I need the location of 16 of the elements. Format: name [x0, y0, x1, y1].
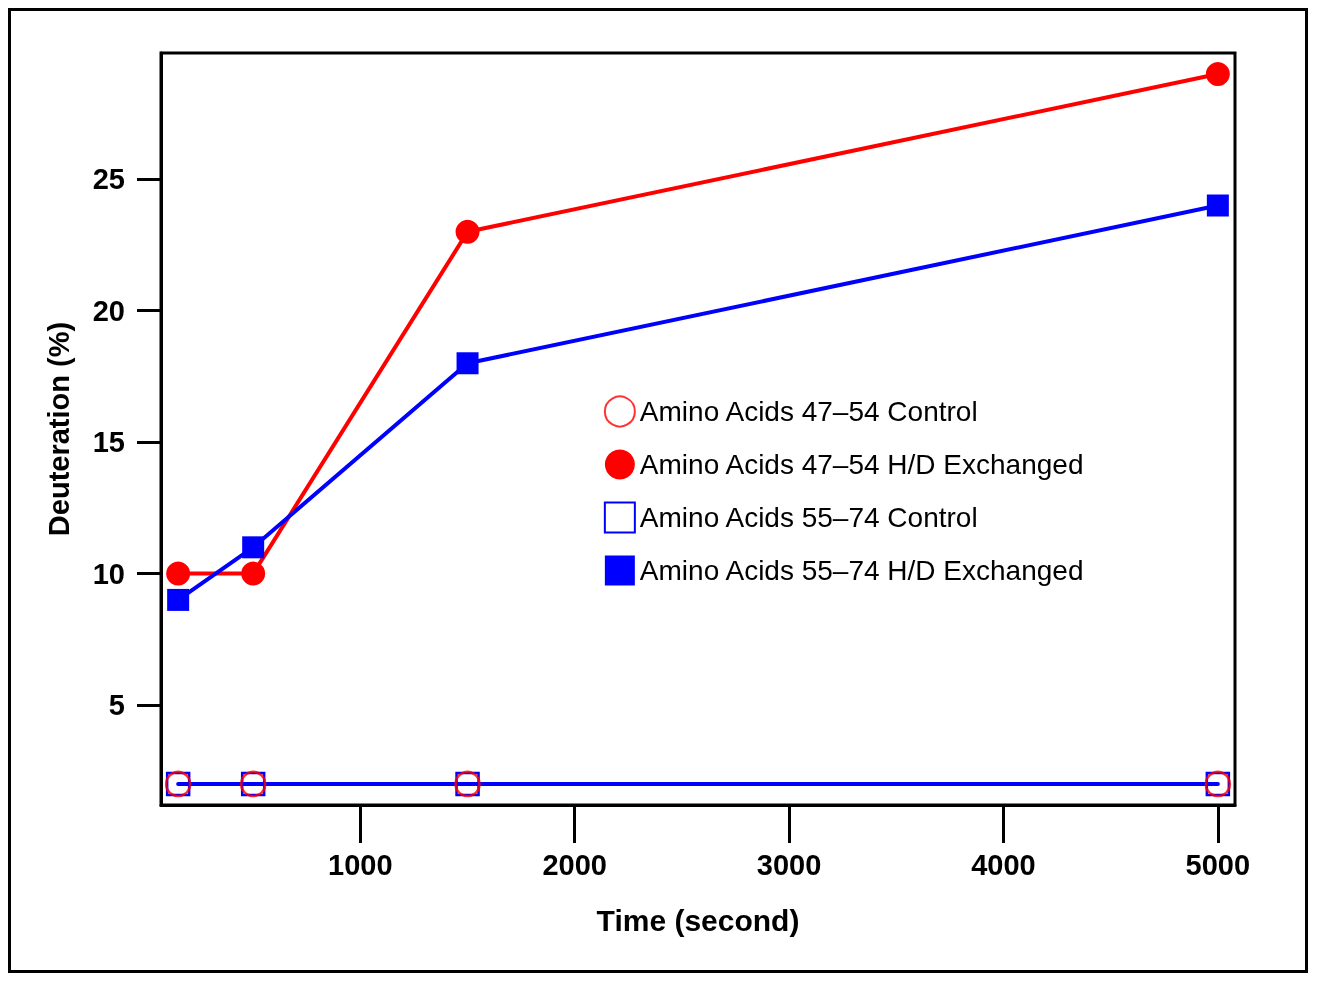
y-tick-label: 25 [92, 163, 125, 196]
legend-label: Amino Acids 55–74 Control [639, 502, 978, 533]
x-tick-label: 5000 [1185, 848, 1251, 881]
x-tick-label: 2000 [542, 848, 607, 881]
y-tick-label: 10 [92, 557, 125, 590]
x-tick-label: 3000 [756, 848, 822, 881]
y-tick-label: 5 [108, 689, 125, 722]
x-axis-title: Time (second) [596, 903, 800, 937]
x-tick-label: 1000 [328, 848, 393, 881]
y-tick-label: 15 [92, 426, 125, 459]
legend-label: Amino Acids 55–74 H/D Exchanged [639, 555, 1084, 586]
y-tick-label: 20 [92, 294, 125, 327]
legend-label: Amino Acids 47–54 H/D Exchanged [639, 449, 1084, 480]
y-axis-title: Deuteration (%) [42, 321, 75, 537]
x-tick-label: 4000 [971, 848, 1036, 881]
legend-label: Amino Acids 47–54 Control [639, 396, 978, 427]
